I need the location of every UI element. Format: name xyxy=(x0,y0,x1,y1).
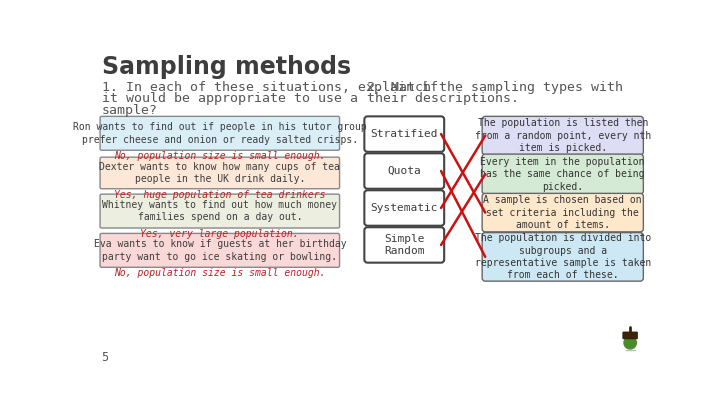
FancyBboxPatch shape xyxy=(482,193,644,232)
Text: their descriptions.: their descriptions. xyxy=(367,92,519,105)
Text: Eva wants to know if guests at her birthday
party want to go ice skating or bowl: Eva wants to know if guests at her birth… xyxy=(94,239,346,262)
Text: The population is listed then
from a random point, every nth
item is picked.: The population is listed then from a ran… xyxy=(474,118,651,153)
FancyBboxPatch shape xyxy=(364,190,444,226)
Text: 5: 5 xyxy=(102,351,109,364)
Text: Stratified: Stratified xyxy=(371,129,438,139)
FancyBboxPatch shape xyxy=(364,227,444,263)
Text: No, population size is small enough.: No, population size is small enough. xyxy=(114,268,325,278)
FancyBboxPatch shape xyxy=(364,116,444,152)
Circle shape xyxy=(624,337,636,349)
FancyBboxPatch shape xyxy=(364,153,444,189)
Text: No, population size is small enough.: No, population size is small enough. xyxy=(114,151,325,161)
FancyBboxPatch shape xyxy=(100,194,340,228)
FancyBboxPatch shape xyxy=(482,232,644,281)
Text: Ron wants to find out if people in his tutor group
prefer cheese and onion or re: Ron wants to find out if people in his t… xyxy=(73,122,366,145)
Text: it would be appropriate to use a: it would be appropriate to use a xyxy=(102,92,358,105)
Text: Yes, huge population of tea drinkers: Yes, huge population of tea drinkers xyxy=(114,190,325,200)
Text: Systematic: Systematic xyxy=(371,203,438,213)
FancyBboxPatch shape xyxy=(623,332,637,339)
Text: Every item in the population
has the same chance of being
picked.: Every item in the population has the sam… xyxy=(480,157,645,192)
Text: Whitney wants to find out how much money
families spend on a day out.: Whitney wants to find out how much money… xyxy=(102,200,337,222)
Text: Simple
Random: Simple Random xyxy=(384,234,425,256)
Text: Quota: Quota xyxy=(387,166,421,176)
Text: Yes, very large population.: Yes, very large population. xyxy=(140,229,299,239)
Text: The population is divided into
subgroups and a
representative sample is taken
fr: The population is divided into subgroups… xyxy=(474,233,651,281)
FancyBboxPatch shape xyxy=(100,233,340,267)
Text: A sample is chosen based on
set criteria including the
amount of items.: A sample is chosen based on set criteria… xyxy=(483,195,642,230)
Text: sample?: sample? xyxy=(102,104,158,117)
Text: 1. In each of these situations, explain if: 1. In each of these situations, explain … xyxy=(102,81,438,94)
FancyBboxPatch shape xyxy=(482,154,644,194)
Text: 2. Match the sampling types with: 2. Match the sampling types with xyxy=(367,81,624,94)
Text: Sampling methods: Sampling methods xyxy=(102,55,351,79)
Text: Dexter wants to know how many cups of tea
people in the UK drink daily.: Dexter wants to know how many cups of te… xyxy=(99,162,341,184)
FancyBboxPatch shape xyxy=(482,116,644,155)
FancyBboxPatch shape xyxy=(100,157,340,189)
FancyBboxPatch shape xyxy=(100,116,340,150)
